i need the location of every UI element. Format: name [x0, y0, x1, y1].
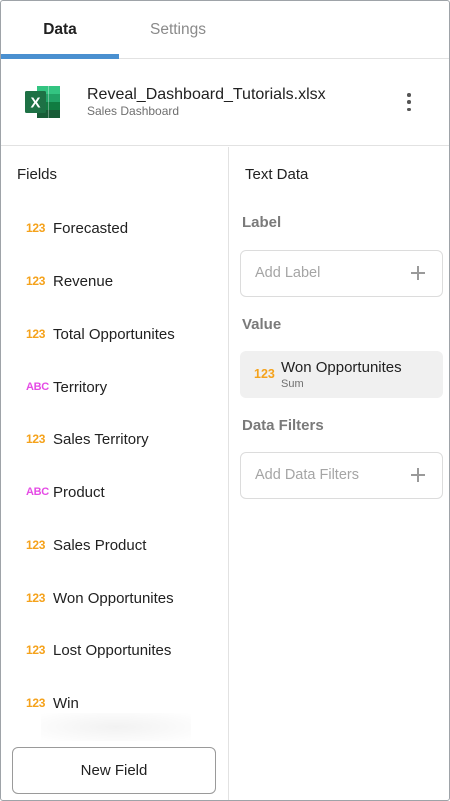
- tab-settings[interactable]: Settings: [149, 21, 206, 38]
- value-section-title: Value: [242, 316, 282, 333]
- numeric-type-icon: 123: [26, 274, 46, 288]
- value-field-aggregation: Sum: [281, 378, 304, 390]
- field-item-revenue[interactable]: 123 Revenue: [1, 261, 227, 301]
- field-item-product[interactable]: ABC Product: [1, 472, 227, 512]
- fields-title: Fields: [17, 166, 58, 183]
- plus-icon: [411, 468, 425, 482]
- label-section-title: Label: [242, 214, 282, 231]
- scroll-fade: [41, 713, 191, 741]
- text-type-icon: ABC: [26, 381, 49, 393]
- field-label: Product: [53, 483, 105, 501]
- field-item-won-opportunites[interactable]: 123 Won Opportunites: [1, 578, 227, 618]
- tab-data[interactable]: Data: [43, 21, 77, 38]
- numeric-type-icon: 123: [26, 432, 46, 446]
- field-label: Total Opportunites: [53, 325, 175, 343]
- tab-bar: Data Settings: [1, 1, 449, 59]
- file-subtitle: Sales Dashboard: [87, 104, 180, 118]
- numeric-type-icon: 123: [26, 538, 46, 552]
- numeric-type-icon: 123: [26, 221, 46, 235]
- field-label: Sales Territory: [53, 430, 149, 448]
- field-item-sales-product[interactable]: 123 Sales Product: [1, 525, 227, 565]
- active-tab-indicator: [1, 54, 119, 59]
- numeric-type-icon: 123: [26, 643, 46, 657]
- field-item-forecasted[interactable]: 123 Forecasted: [1, 208, 227, 248]
- field-item-sales-territory[interactable]: 123 Sales Territory: [1, 419, 227, 459]
- field-label: Territory: [53, 378, 108, 396]
- add-label-placeholder: Add Label: [255, 265, 321, 281]
- field-item-total-opportunites[interactable]: 123 Total Opportunites: [1, 314, 227, 354]
- text-type-icon: ABC: [26, 486, 49, 498]
- value-field-chip[interactable]: 123 Won Opportunites Sum: [240, 351, 443, 398]
- add-data-filters-dropzone[interactable]: Add Data Filters: [240, 452, 443, 499]
- field-item-territory[interactable]: ABC Territory: [1, 367, 227, 407]
- column-divider: [228, 147, 229, 800]
- field-item-lost-opportunites[interactable]: 123 Lost Opportunites: [1, 630, 227, 670]
- field-item-win[interactable]: 123 Win: [1, 683, 227, 723]
- more-options-icon[interactable]: [399, 89, 419, 115]
- excel-icon: X: [25, 86, 60, 118]
- field-label: Sales Product: [53, 536, 147, 554]
- file-name: Reveal_Dashboard_Tutorials.xlsx: [87, 86, 326, 103]
- plus-icon: [411, 266, 425, 280]
- field-label: Lost Opportunites: [53, 641, 172, 659]
- field-label: Forecasted: [53, 219, 129, 237]
- numeric-type-icon: 123: [26, 327, 46, 341]
- numeric-type-icon: 123: [26, 696, 46, 710]
- excel-icon-letter: X: [30, 95, 40, 112]
- data-filters-section-title: Data Filters: [242, 417, 324, 434]
- field-label: Won Opportunites: [53, 589, 174, 607]
- new-field-button[interactable]: New Field: [12, 747, 216, 794]
- add-label-dropzone[interactable]: Add Label: [240, 250, 443, 297]
- field-label: Revenue: [53, 272, 114, 290]
- visualization-type-title: Text Data: [245, 166, 309, 183]
- add-data-filters-placeholder: Add Data Filters: [255, 467, 359, 483]
- numeric-type-icon: 123: [254, 367, 275, 381]
- numeric-type-icon: 123: [26, 591, 46, 605]
- value-field-name: Won Opportunites: [281, 359, 402, 376]
- data-source-header: [1, 60, 449, 146]
- field-label: Win: [53, 694, 79, 712]
